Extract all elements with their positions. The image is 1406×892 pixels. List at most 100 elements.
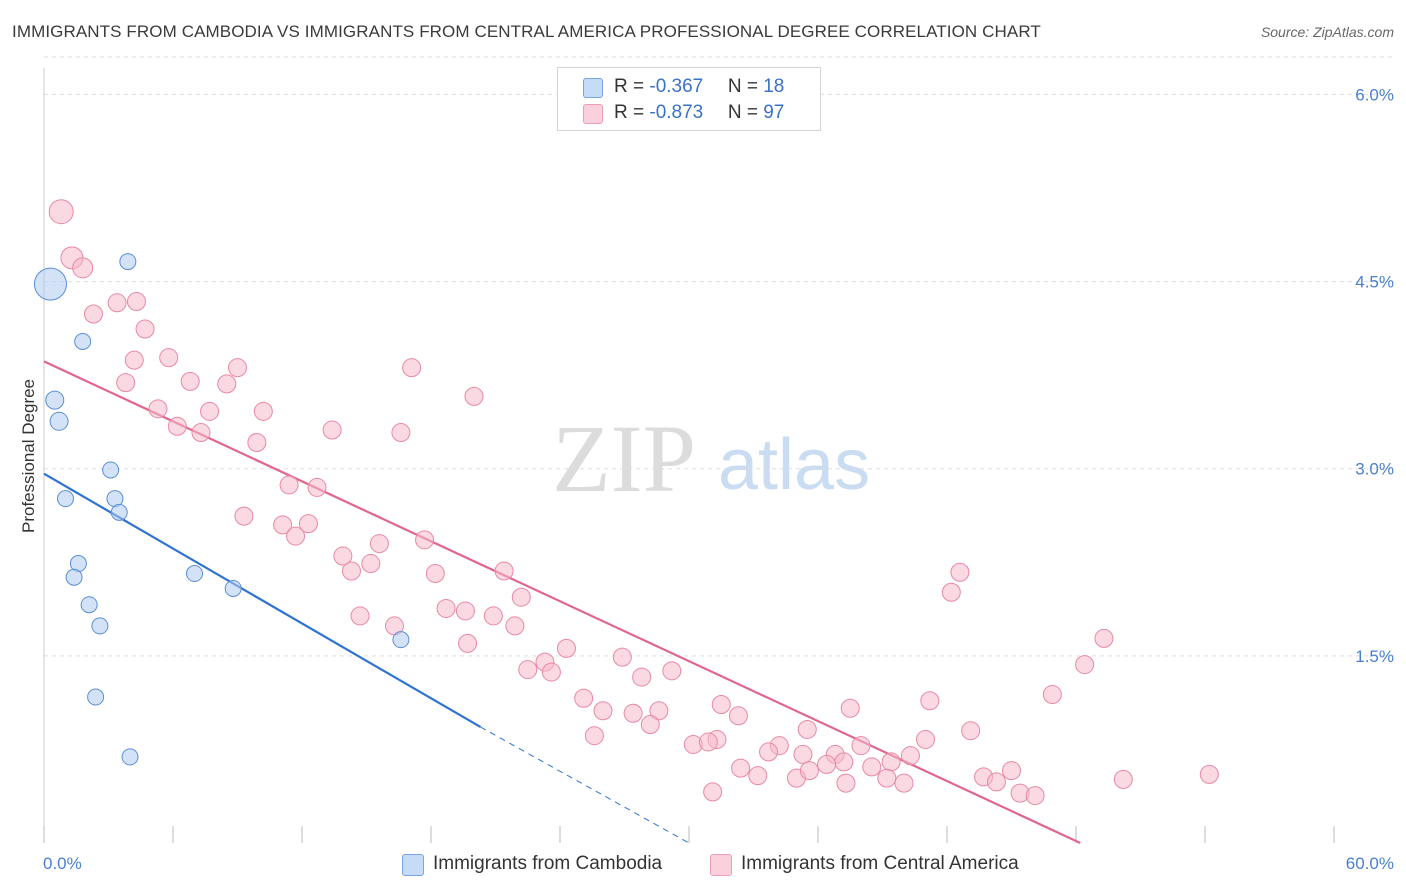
point-central-america xyxy=(834,752,854,772)
point-central-america xyxy=(916,729,935,749)
point-central-america xyxy=(799,761,819,781)
point-central-america xyxy=(483,606,503,626)
point-central-america xyxy=(191,423,211,443)
point-central-america xyxy=(494,561,514,581)
point-central-america xyxy=(612,647,632,667)
point-central-america xyxy=(862,757,882,777)
point-central-america xyxy=(247,433,267,453)
point-central-america xyxy=(640,714,660,734)
point-central-america xyxy=(986,772,1006,792)
point-cambodia xyxy=(49,411,69,431)
point-central-america xyxy=(836,773,856,793)
point-central-america xyxy=(273,515,293,535)
point-central-america xyxy=(817,754,837,774)
point-central-america xyxy=(920,691,940,711)
point-cambodia xyxy=(392,631,410,649)
series-label-cambodia: Immigrants from Cambodia xyxy=(433,853,663,874)
point-central-america xyxy=(1094,628,1114,648)
point-cambodia xyxy=(119,253,137,271)
point-central-america xyxy=(877,768,897,788)
point-central-america xyxy=(279,475,299,495)
point-cambodia xyxy=(91,617,109,635)
watermark-atlas: atlas xyxy=(718,425,870,505)
y-axis-title: Professional Degree xyxy=(19,379,38,533)
point-central-america xyxy=(180,371,200,391)
point-central-america xyxy=(541,662,561,682)
point-central-america xyxy=(900,746,920,766)
trend-line-extension xyxy=(480,726,690,844)
point-central-america xyxy=(711,695,731,715)
point-central-america xyxy=(632,667,652,687)
point-central-america xyxy=(253,401,273,421)
point-central-america xyxy=(1075,655,1095,675)
chart-title: IMMIGRANTS FROM CAMBODIA VS IMMIGRANTS F… xyxy=(12,22,1041,41)
axes xyxy=(43,68,1335,843)
point-central-america xyxy=(455,601,475,621)
point-central-america xyxy=(556,638,576,658)
legend-r-value: -0.367 xyxy=(649,76,704,97)
point-central-america xyxy=(148,399,168,419)
point-cambodia xyxy=(74,332,92,350)
point-central-america xyxy=(748,766,768,786)
point-central-america xyxy=(728,706,748,726)
point-central-america xyxy=(731,758,751,778)
point-central-america xyxy=(1002,761,1021,781)
point-central-america xyxy=(167,416,187,436)
point-central-america xyxy=(1199,764,1219,784)
y-tick-label: 3.0% xyxy=(1355,460,1394,479)
point-central-america xyxy=(425,564,445,584)
x-tick-label-min: 0.0% xyxy=(43,854,82,873)
point-central-america xyxy=(436,598,456,618)
point-cambodia xyxy=(110,503,128,521)
legend-n-label: N = xyxy=(727,76,764,97)
point-central-america xyxy=(950,562,970,582)
point-central-america xyxy=(840,698,860,718)
point-central-america xyxy=(505,616,525,636)
point-central-america xyxy=(126,292,146,312)
point-cambodia xyxy=(45,390,65,410)
series-label-central-america: Immigrants from Central America xyxy=(741,853,1019,874)
point-central-america xyxy=(415,530,435,550)
point-central-america xyxy=(698,732,718,752)
point-cambodia xyxy=(57,490,74,508)
point-central-america xyxy=(649,701,669,721)
point-central-america xyxy=(851,736,871,756)
legend-n-value: 18 xyxy=(763,76,785,97)
legend-n-label: N = xyxy=(727,102,764,123)
y-tick-label: 4.5% xyxy=(1355,273,1394,292)
legend-r-label: R = xyxy=(614,102,650,123)
point-central-america xyxy=(881,752,901,772)
point-central-america xyxy=(298,514,318,534)
series-swatch-cambodia xyxy=(402,854,424,876)
legend-r-value: -0.873 xyxy=(649,102,704,123)
gridlines xyxy=(44,56,1392,657)
point-central-america xyxy=(518,660,538,680)
point-central-america xyxy=(593,701,613,721)
point-central-america xyxy=(1042,685,1062,705)
series-legend: Immigrants from Cambodia Immigrants from… xyxy=(0,852,1406,878)
point-central-america xyxy=(464,386,484,406)
point-cambodia xyxy=(80,596,98,614)
point-central-america xyxy=(350,606,370,626)
point-cambodia xyxy=(102,461,120,479)
watermark: ZIP atlas xyxy=(552,405,870,512)
point-central-america xyxy=(341,561,361,581)
point-cambodia xyxy=(186,565,203,583)
point-central-america xyxy=(1025,786,1045,806)
point-central-america xyxy=(511,587,531,607)
point-central-america xyxy=(333,546,353,566)
point-central-america xyxy=(217,374,237,394)
point-central-america xyxy=(124,350,144,370)
point-central-america xyxy=(458,633,478,653)
point-central-america xyxy=(402,358,422,378)
point-central-america xyxy=(83,304,103,324)
point-central-america xyxy=(1113,769,1133,789)
legend-r-label: R = xyxy=(614,76,650,97)
point-central-america xyxy=(961,721,981,741)
point-central-america xyxy=(72,257,94,279)
legend-swatch-central-america xyxy=(583,104,603,124)
point-central-america xyxy=(574,688,594,708)
point-cambodia xyxy=(224,579,242,597)
point-central-america xyxy=(759,742,779,762)
